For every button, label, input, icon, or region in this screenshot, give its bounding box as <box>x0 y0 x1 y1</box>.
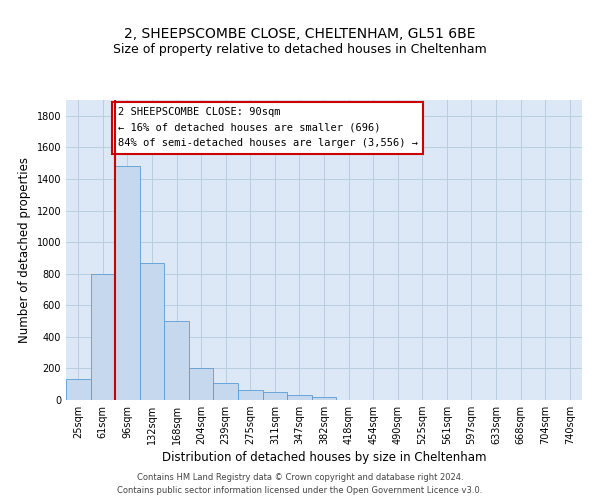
Y-axis label: Number of detached properties: Number of detached properties <box>18 157 31 343</box>
Bar <box>91 274 115 400</box>
Text: 2, SHEEPSCOMBE CLOSE, CHELTENHAM, GL51 6BE: 2, SHEEPSCOMBE CLOSE, CHELTENHAM, GL51 6… <box>124 28 476 42</box>
Bar <box>238 390 263 400</box>
Bar <box>115 166 140 400</box>
X-axis label: Distribution of detached houses by size in Cheltenham: Distribution of detached houses by size … <box>162 452 486 464</box>
Bar <box>164 321 189 400</box>
Bar <box>140 262 164 400</box>
Bar <box>66 380 91 400</box>
Bar <box>189 368 214 400</box>
Text: Contains HM Land Registry data © Crown copyright and database right 2024.: Contains HM Land Registry data © Crown c… <box>137 474 463 482</box>
Bar <box>287 396 312 400</box>
Bar <box>312 397 336 400</box>
Text: Contains public sector information licensed under the Open Government Licence v3: Contains public sector information licen… <box>118 486 482 495</box>
Bar <box>214 384 238 400</box>
Text: Size of property relative to detached houses in Cheltenham: Size of property relative to detached ho… <box>113 42 487 56</box>
Bar <box>263 392 287 400</box>
Text: 2 SHEEPSCOMBE CLOSE: 90sqm
← 16% of detached houses are smaller (696)
84% of sem: 2 SHEEPSCOMBE CLOSE: 90sqm ← 16% of deta… <box>118 107 418 148</box>
